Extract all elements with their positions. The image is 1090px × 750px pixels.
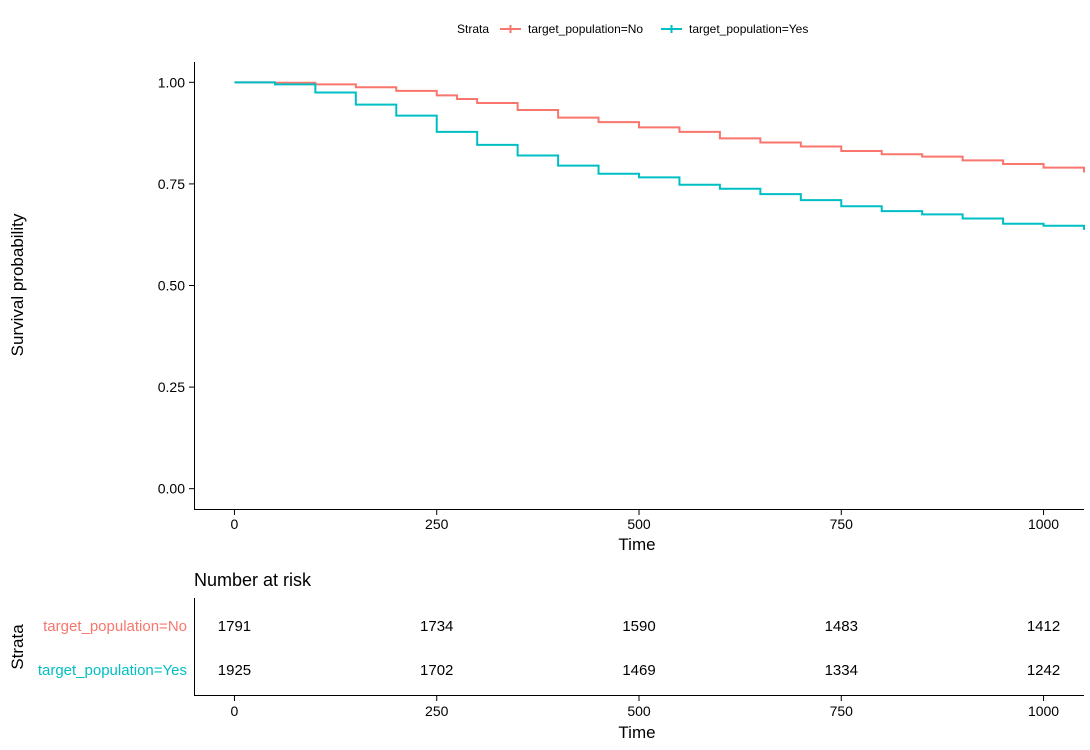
x-tick-label: 500 (627, 516, 651, 532)
risk-table-values: 1791 1734 1590 1483 1412 1925 1702 1469 1334 1242 (218, 618, 1060, 679)
x-tick-label: 250 (425, 516, 449, 532)
survival-curve-no (234, 81, 1085, 173)
risk-value: 1469 (622, 662, 655, 679)
risk-value: 1734 (420, 618, 453, 635)
legend-title: Strata (457, 22, 489, 36)
risk-value: 1412 (1027, 618, 1060, 635)
y-axis-title: Survival probability (8, 213, 27, 356)
x-axis-ticks: 0 250 500 750 1000 (231, 510, 1059, 532)
risk-table-x-axis-title: Time (618, 723, 655, 742)
legend: Strata target_population=No target_popul… (457, 22, 808, 36)
x-tick-label: 0 (231, 516, 239, 532)
risk-row-label: target_population=No (43, 618, 187, 635)
risk-value: 1702 (420, 662, 453, 679)
risk-value: 1242 (1027, 662, 1060, 679)
risk-value: 1925 (218, 662, 251, 679)
risk-x-tick-label: 250 (425, 703, 449, 719)
y-axis-ticks: 0.00 0.25 0.50 0.75 1.00 (158, 74, 194, 497)
legend-item-no: target_population=No (500, 22, 643, 36)
risk-row-label: target_population=Yes (38, 662, 187, 679)
legend-label-yes: target_population=Yes (689, 22, 808, 36)
risk-value: 1791 (218, 618, 251, 635)
y-tick-label: 0.50 (158, 278, 185, 294)
survival-curves (234, 81, 1085, 230)
x-tick-label: 750 (830, 516, 854, 532)
risk-x-tick-label: 500 (627, 703, 651, 719)
risk-x-tick-label: 750 (830, 703, 854, 719)
y-tick-label: 0.00 (158, 481, 185, 497)
y-tick-label: 0.75 (158, 176, 185, 192)
x-tick-label: 1000 (1028, 516, 1059, 532)
legend-label-no: target_population=No (528, 22, 643, 36)
x-axis-title: Time (618, 535, 655, 554)
y-tick-label: 0.25 (158, 379, 185, 395)
survival-curve-yes (234, 81, 1085, 230)
risk-value: 1334 (825, 662, 858, 679)
risk-table-title: Number at risk (194, 570, 312, 590)
risk-table-row-labels: target_population=No target_population=Ye… (38, 618, 187, 679)
risk-table-y-axis-title: Strata (8, 624, 27, 670)
risk-value: 1483 (825, 618, 858, 635)
legend-item-yes: target_population=Yes (661, 22, 808, 36)
risk-x-tick-label: 0 (231, 703, 239, 719)
risk-table-x-axis-ticks: 0 250 500 750 1000 (231, 696, 1059, 719)
risk-x-tick-label: 1000 (1028, 703, 1059, 719)
risk-value: 1590 (622, 618, 655, 635)
y-tick-label: 1.00 (158, 74, 185, 90)
